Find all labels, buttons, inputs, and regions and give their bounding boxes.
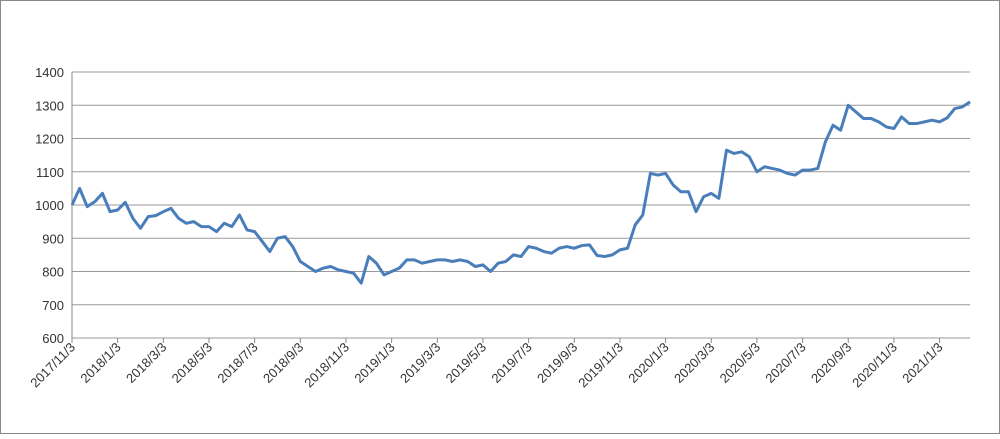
y-tick-label: 1300 [35, 98, 64, 113]
y-tick-label: 600 [42, 331, 64, 346]
y-tick-label: 700 [42, 298, 64, 313]
y-tick-label: 1400 [35, 65, 64, 80]
y-tick-label: 1200 [35, 132, 64, 147]
y-tick-label: 1100 [36, 165, 64, 180]
data-line [70, 100, 971, 285]
y-tick-label: 800 [42, 265, 64, 280]
y-tick-label: 900 [42, 231, 64, 246]
y-tick-label: 1000 [35, 198, 64, 213]
